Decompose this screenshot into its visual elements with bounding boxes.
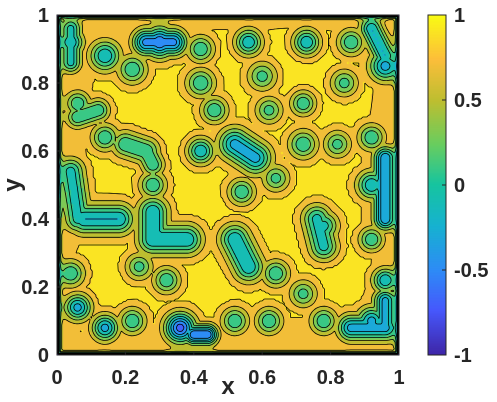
contour-field bbox=[57, 15, 399, 355]
colorbar-gradient bbox=[428, 15, 446, 355]
y-tick-label: 0.6 bbox=[21, 141, 49, 163]
x-tick-label: 0.2 bbox=[111, 367, 139, 389]
x-axis: 0 0.2 0.4 0.6 0.8 1 bbox=[51, 351, 405, 389]
x-tick-label: 0 bbox=[51, 367, 62, 389]
y-tick-label: 0 bbox=[38, 345, 49, 367]
x-tick-label: 0.6 bbox=[248, 367, 276, 389]
x-tick-label: 1 bbox=[393, 367, 404, 389]
colorbar-tick-label: 1 bbox=[454, 5, 465, 27]
colorbar: -1 -0.5 0 0.5 1 bbox=[427, 5, 488, 367]
plot-area bbox=[56, 14, 400, 356]
y-axis: 0 0.2 0.4 0.6 0.8 1 bbox=[21, 5, 61, 367]
contour-line bbox=[58, 16, 398, 354]
contour-lines bbox=[57, 15, 399, 355]
y-axis-label: y bbox=[0, 178, 26, 192]
colorbar-tick-label: 0.5 bbox=[454, 90, 482, 112]
plot-frame bbox=[56, 14, 400, 356]
contour-line bbox=[61, 19, 395, 351]
y-tick-label: 1 bbox=[38, 5, 49, 27]
contour-line bbox=[59, 17, 397, 353]
colorbar-tick-label: -0.5 bbox=[454, 260, 488, 282]
y-tick-label: 0.8 bbox=[21, 73, 49, 95]
x-tick-label: 0.8 bbox=[317, 367, 345, 389]
x-axis-label: x bbox=[221, 373, 235, 400]
contour-line bbox=[75, 27, 374, 333]
contour-line bbox=[59, 17, 397, 353]
x-tick-label: 0.4 bbox=[180, 367, 209, 389]
y-tick-label: 0.2 bbox=[21, 277, 49, 299]
colorbar-tick-label: 0 bbox=[454, 175, 465, 197]
colorbar-tick-label: -1 bbox=[454, 345, 472, 367]
colorbar-ticks: -1 -0.5 0 0.5 1 bbox=[442, 5, 488, 367]
y-tick-label: 0.4 bbox=[21, 209, 50, 231]
